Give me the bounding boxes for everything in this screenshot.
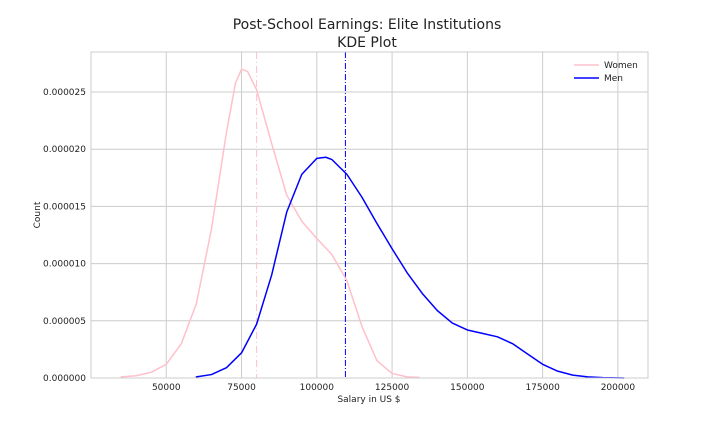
x-tick-label: 175000	[525, 383, 560, 393]
series-lines	[120, 68, 625, 379]
grid	[91, 52, 648, 379]
x-tick-label: 150000	[450, 383, 485, 393]
legend-label-women: Women	[604, 61, 638, 71]
y-axis-label: Count	[33, 201, 43, 228]
x-tick-label: 75000	[227, 383, 256, 393]
x-axis-label: Salary in US $	[337, 395, 400, 405]
legend-label-men: Men	[604, 74, 623, 84]
y-tick-label: 0.000020	[43, 145, 86, 155]
x-tick-label: 50000	[152, 383, 181, 393]
y-tick-label: 0.000010	[43, 260, 86, 270]
y-tick-label: 0.000005	[43, 317, 86, 327]
x-tick-label: 100000	[300, 383, 335, 393]
mean-lines	[256, 52, 346, 378]
y-tick-labels: 0.000000 0.000005 0.000010 0.000015 0.000020…	[43, 88, 86, 384]
y-tick-label: 0.000025	[43, 88, 86, 98]
chart-title: Post-School Earnings: Elite Institutions	[233, 17, 502, 33]
y-tick-label: 0.000000	[43, 374, 86, 384]
x-tick-label: 200000	[601, 383, 636, 393]
x-tick-labels: 50000 75000 100000 125000 150000 175000 200000	[152, 383, 635, 393]
plot-frame	[90, 51, 649, 379]
legend: Women Men	[574, 61, 638, 84]
chart-subtitle: KDE Plot	[337, 35, 397, 51]
series-line-men	[195, 156, 625, 379]
x-tick-label: 125000	[375, 383, 410, 393]
y-tick-label: 0.000015	[43, 202, 86, 212]
series-line-women	[120, 68, 420, 379]
